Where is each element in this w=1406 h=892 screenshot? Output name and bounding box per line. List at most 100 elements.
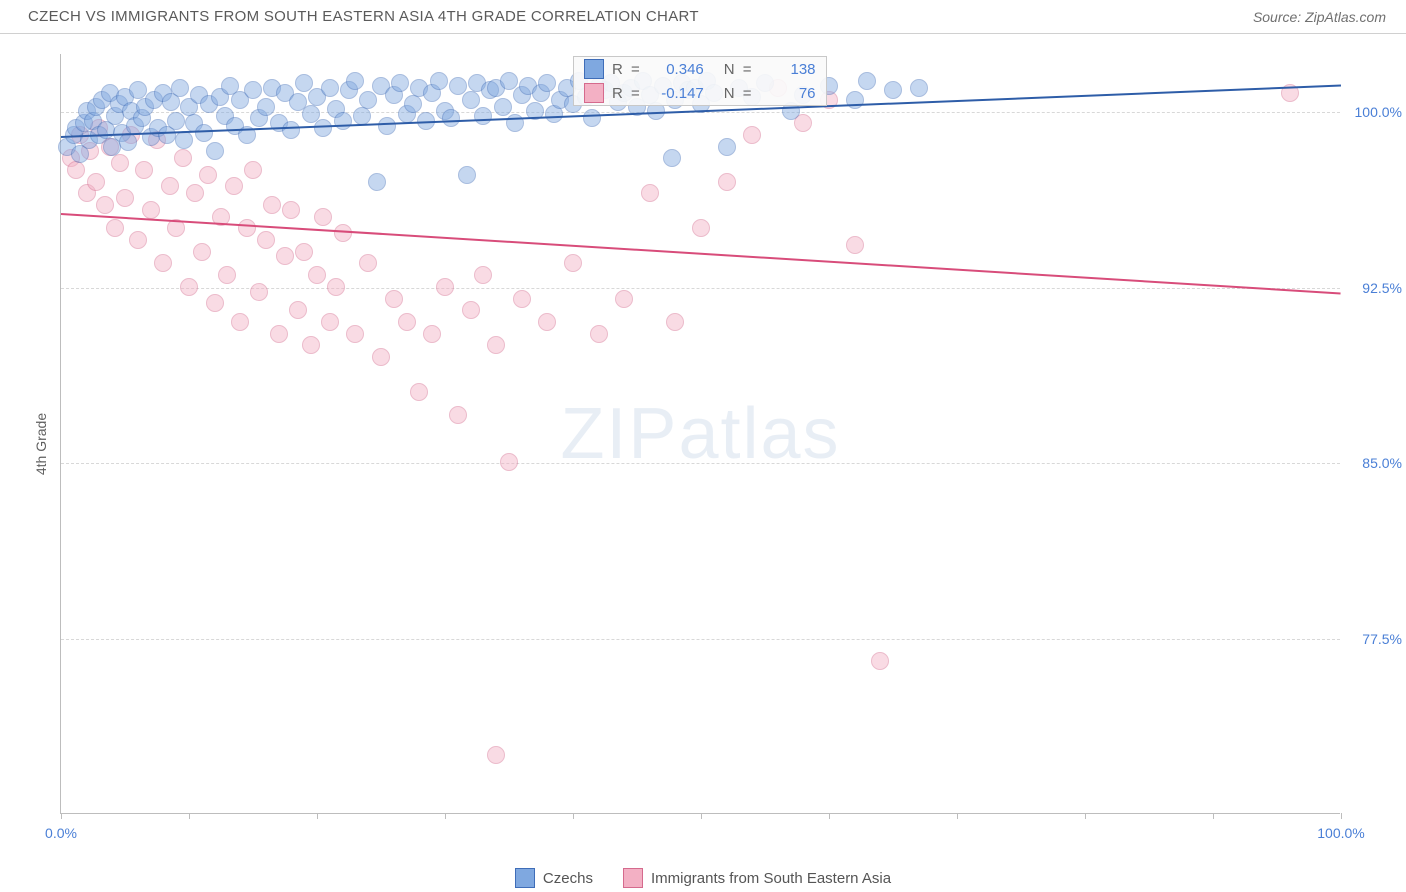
series-a-point [910,79,928,97]
series-a-point [474,107,492,125]
y-tick-label: 92.5% [1362,280,1402,296]
series-b-point [871,652,889,670]
plot-region: ZIPatlas 77.5%85.0%92.5%100.0%0.0%100.0%… [60,54,1340,814]
x-tick-label-right: 100.0% [1317,825,1364,841]
x-tick-mark [189,813,190,819]
series-a-point [257,98,275,116]
series-a-point [884,81,902,99]
series-a-point [494,98,512,116]
n-label: N = [724,85,754,102]
series-b-point [270,325,288,343]
series-b-point [327,278,345,296]
series-a-point [718,138,736,156]
series-b-point [615,290,633,308]
series-a-point [538,74,556,92]
series-b-point [346,325,364,343]
stats-legend-row: R =-0.147N =76 [574,81,826,105]
grid-line [61,639,1340,640]
series-b-point [372,348,390,366]
legend-item-b: Immigrants from South Eastern Asia [623,868,891,888]
series-b-point [225,177,243,195]
series-a-point [663,149,681,167]
series-b-point [142,201,160,219]
legend-item-a: Czechs [515,868,593,888]
series-b-point [161,177,179,195]
x-tick-mark [701,813,702,819]
series-b-point [385,290,403,308]
series-a-point [458,166,476,184]
series-a-point [314,119,332,137]
series-a-point [244,81,262,99]
series-a-point [378,117,396,135]
series-b-point [244,161,262,179]
series-a-point [206,142,224,160]
stats-swatch [584,59,604,79]
series-a-point [391,74,409,92]
series-a-point [430,72,448,90]
x-tick-mark [445,813,446,819]
series-a-point [353,107,371,125]
series-b-point [487,336,505,354]
series-b-point [129,231,147,249]
x-tick-mark [573,813,574,819]
series-b-point [96,196,114,214]
x-tick-mark [1213,813,1214,819]
series-b-point [263,196,281,214]
series-b-point [692,219,710,237]
n-value: 138 [762,61,816,78]
stats-swatch [584,83,604,103]
r-label: R = [612,85,642,102]
series-b-point [308,266,326,284]
x-tick-mark [1085,813,1086,819]
legend-swatch-b [623,868,643,888]
x-tick-mark [1341,813,1342,819]
y-tick-label: 100.0% [1355,104,1402,120]
legend-label-a: Czechs [543,870,593,887]
series-a-point [167,112,185,130]
series-b-point [238,219,256,237]
bottom-legend: Czechs Immigrants from South Eastern Asi… [0,868,1406,888]
stats-legend: R =0.346N =138R =-0.147N =76 [573,56,827,106]
x-tick-mark [829,813,830,819]
series-b-point [334,224,352,242]
x-tick-mark [957,813,958,819]
series-b-point [289,301,307,319]
series-b-point [135,161,153,179]
series-a-point [334,112,352,130]
watermark-light: atlas [678,394,840,474]
n-value: 76 [762,85,816,102]
series-b-point [423,325,441,343]
series-a-point [171,79,189,97]
series-b-point [538,313,556,331]
series-a-point [195,124,213,142]
series-b-point [67,161,85,179]
chart-title: CZECH VS IMMIGRANTS FROM SOUTH EASTERN A… [28,8,699,25]
series-b-point [193,243,211,261]
stats-legend-row: R = 0.346 N = 138 [574,57,826,81]
chart-area: 4th Grade ZIPatlas 77.5%85.0%92.5%100.0%… [0,34,1406,854]
y-tick-label: 85.0% [1362,455,1402,471]
r-label: R = [612,61,642,78]
watermark: ZIPatlas [560,393,840,475]
series-a-point [321,79,339,97]
n-label: N = [724,61,754,78]
series-b-point [257,231,275,249]
series-b-point [186,184,204,202]
series-b-point [474,266,492,284]
legend-swatch-a [515,868,535,888]
watermark-bold: ZIP [560,394,678,474]
series-b-point [590,325,608,343]
series-b-point [87,173,105,191]
series-b-point [513,290,531,308]
series-a-point [129,81,147,99]
y-tick-label: 77.5% [1362,631,1402,647]
series-b-point [846,236,864,254]
r-value: 0.346 [650,61,704,78]
series-b-point [276,247,294,265]
series-b-point [743,126,761,144]
chart-source: Source: ZipAtlas.com [1253,9,1386,25]
series-b-point [449,406,467,424]
series-b-point [641,184,659,202]
series-b-point [111,154,129,172]
series-a-point [346,72,364,90]
